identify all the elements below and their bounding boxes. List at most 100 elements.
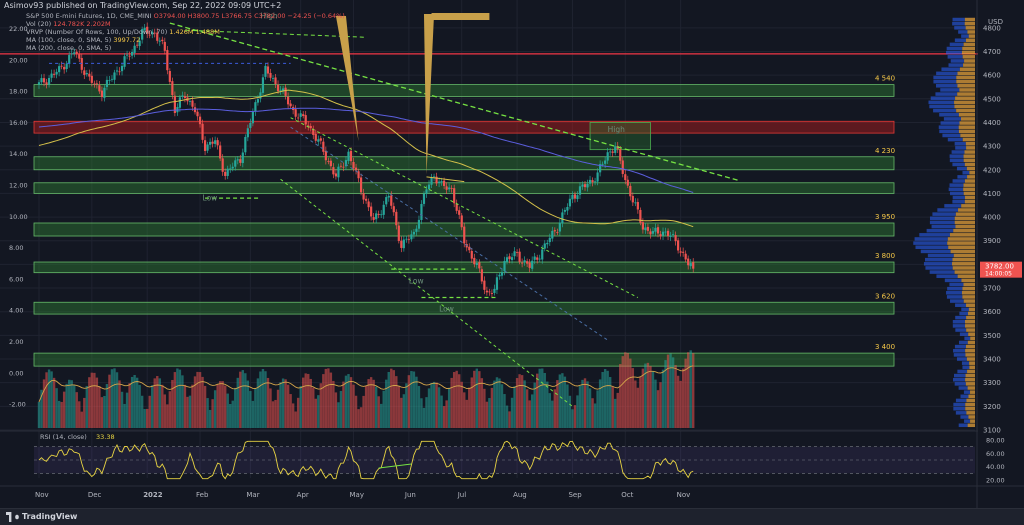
volume-bar <box>244 373 247 428</box>
volume-bar <box>498 378 501 428</box>
candle-body <box>108 80 111 82</box>
vp-bar-up <box>958 386 968 390</box>
vp-bar-up <box>962 170 970 175</box>
volume-bar <box>510 397 514 428</box>
volume-bar <box>42 379 46 428</box>
candle-body <box>593 181 597 183</box>
volume-bar <box>67 379 71 428</box>
volume-bar <box>75 392 78 428</box>
vp-bar-down <box>965 402 975 407</box>
time-tick: Oct <box>621 491 633 499</box>
candle-body <box>58 66 61 73</box>
volume-bar <box>120 391 124 428</box>
price-tick: 4400 <box>983 119 1001 127</box>
vp-bar-down <box>963 158 975 163</box>
vp-bar-up <box>959 340 968 345</box>
volume-bar <box>246 380 250 428</box>
volume-bar <box>676 375 680 428</box>
ma100-line <box>38 89 694 228</box>
candle-body <box>669 235 672 237</box>
volume-bar <box>651 371 655 428</box>
volume-bar <box>224 385 227 428</box>
footer-bar: TradingView <box>0 508 1024 525</box>
vp-bar-down <box>968 34 975 38</box>
vp-bar-down <box>962 286 975 291</box>
volume-bar <box>289 394 292 428</box>
vp-bar-down <box>966 303 975 307</box>
candle-body <box>553 230 556 232</box>
vp-bar-up <box>953 373 966 378</box>
candle-body <box>312 129 315 135</box>
vp-bar-up <box>948 63 964 67</box>
volume-bar <box>213 390 217 428</box>
vp-bar-up <box>958 30 968 34</box>
volume-bar <box>616 392 619 428</box>
candle-body <box>372 217 375 220</box>
candle-body <box>687 258 690 266</box>
trend-line-main <box>169 22 739 182</box>
vp-bar-up <box>950 59 965 63</box>
legend-row: VRVP (Number Of Rows, 100, Up/Down, 70) … <box>26 28 220 36</box>
legend-row: Vol (20) 124.782K 2.202M <box>26 20 111 28</box>
vp-bar-up <box>952 319 966 324</box>
candle-body <box>100 90 104 98</box>
legend-name: MA (200, close, 0, SMA, 5) <box>26 44 112 52</box>
rsi-tick: 20.00 <box>986 477 1005 485</box>
volume-bar <box>473 370 476 428</box>
vp-bar-down <box>954 220 975 225</box>
candle-body <box>337 166 340 178</box>
vp-bar-up <box>951 150 965 154</box>
annotation-label: High <box>260 11 277 20</box>
candle-body <box>113 72 116 80</box>
vp-bar-up <box>946 295 963 299</box>
candle-body <box>219 145 222 159</box>
vp-bar-up <box>964 336 971 341</box>
volume-bar <box>566 384 569 428</box>
volume-bar <box>656 390 660 428</box>
volume-bar <box>684 358 687 428</box>
vp-bar-down <box>963 191 975 196</box>
candle-body <box>287 96 290 105</box>
time-tick: Jun <box>404 491 416 499</box>
vp-bar-up <box>933 108 957 113</box>
candle-body <box>505 257 509 262</box>
volume-bar <box>324 368 328 428</box>
candle-body <box>641 222 644 230</box>
candle-body <box>604 160 607 164</box>
vp-bar-down <box>964 21 975 26</box>
volume-bar <box>644 363 647 428</box>
volume-bar <box>45 372 48 428</box>
candle-body <box>375 213 378 220</box>
candle-body <box>146 26 149 34</box>
candle-body <box>515 252 519 253</box>
candle-body <box>256 99 260 103</box>
volume-bar <box>402 394 406 428</box>
vp-bar-up <box>941 67 960 71</box>
volume-bar <box>611 386 614 428</box>
candle-body <box>226 168 229 176</box>
candle-body <box>133 45 136 53</box>
candle-body <box>417 219 421 229</box>
vp-bar-down <box>959 121 975 125</box>
vp-bar-up <box>933 79 957 84</box>
candle-body <box>609 151 612 153</box>
zone-label: 3 950 <box>875 213 895 221</box>
candle-body <box>674 235 677 242</box>
volume-bar <box>541 368 544 428</box>
candle-body <box>304 115 307 125</box>
vp-bar-down <box>955 96 975 100</box>
candle-body <box>543 243 546 249</box>
candle-body <box>319 138 322 141</box>
candle-body <box>123 56 126 67</box>
candle-body <box>52 73 56 75</box>
vp-bar-up <box>949 42 964 47</box>
candle-body <box>209 141 212 145</box>
candle-body <box>619 149 622 161</box>
candle-body <box>47 77 51 85</box>
vp-bar-up <box>952 17 965 22</box>
volume-bar <box>198 372 202 428</box>
volume-bar <box>533 382 536 428</box>
volume-bar <box>40 389 43 428</box>
